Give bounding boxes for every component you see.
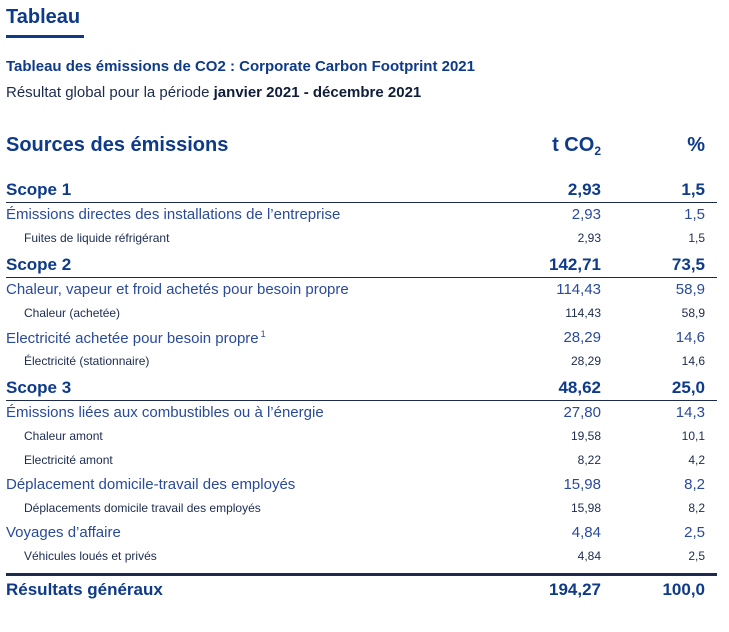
category-row: Electricité achetée pour besoin propre 1 … (6, 326, 717, 350)
subcategory-label: Véhicules loués et privés (24, 549, 157, 563)
category-percent: 1,5 (684, 206, 705, 223)
category-tco2: 4,84 (571, 524, 601, 541)
period-range: janvier 2021 - décembre 2021 (213, 84, 422, 101)
category-tco2: 28,29 (563, 329, 601, 346)
subcategory-row: Électricité (stationnaire) 28,29 14,6 (6, 350, 717, 374)
subcategory-label: Déplacements domicile travail des employ… (24, 501, 261, 515)
scope-tco2: 142,71 (549, 255, 601, 274)
category-percent: 14,6 (675, 329, 705, 346)
subcategory-label: Chaleur amont (24, 429, 103, 443)
section-title: Tableau (6, 6, 81, 28)
subcategory-label: Chaleur (achetée) (24, 306, 121, 320)
period-prefix: Résultat global pour la période (6, 84, 210, 101)
scope-tco2: 2,93 (567, 180, 601, 199)
subcategory-label: Electricité amont (24, 453, 113, 467)
subcategory-tco2: 8,22 (577, 453, 601, 467)
category-label: Electricité achetée pour besoin propre (6, 330, 259, 347)
total-percent: 100,0 (662, 580, 705, 599)
table-header-row: Sources des émissions t CO2 % (6, 130, 717, 176)
category-row: Chaleur, vapeur et froid achetés pour be… (6, 278, 717, 302)
scope-percent: 1,5 (681, 180, 705, 199)
header-percent: % (687, 134, 705, 156)
scope-percent: 73,5 (671, 255, 705, 274)
subcategory-row: Electricité amont 8,22 4,2 (6, 449, 717, 473)
subcategory-percent: 8,2 (688, 501, 705, 515)
total-row: Résultats généraux 194,27 100,0 (6, 573, 717, 606)
scope-row: Scope 2 142,71 73,5 (6, 251, 717, 278)
subcategory-tco2: 114,43 (565, 306, 601, 320)
total-label: Résultats généraux (6, 580, 163, 599)
category-row: Émissions liées aux combustibles ou à l’… (6, 401, 717, 425)
category-label: Déplacement domicile-travail des employé… (6, 476, 296, 493)
category-label: Chaleur, vapeur et froid achetés pour be… (6, 281, 349, 298)
subcategory-row: Véhicules loués et privés 4,84 2,5 (6, 545, 717, 569)
subcategory-percent: 10,1 (681, 429, 705, 443)
category-label: Voyages d’affaire (6, 524, 121, 541)
category-tco2: 15,98 (563, 476, 601, 493)
scope-tco2: 48,62 (558, 378, 601, 397)
subcategory-percent: 1,5 (688, 231, 705, 245)
category-label: Émissions directes des installations de … (6, 206, 341, 223)
subcategory-tco2: 15,98 (570, 501, 601, 515)
category-label: Émissions liées aux combustibles ou à l’… (6, 404, 324, 421)
subcategory-row: Fuites de liquide réfrigérant 2,93 1,5 (6, 227, 717, 251)
subcategory-tco2: 4,84 (577, 549, 601, 563)
subcategory-row: Chaleur amont 19,58 10,1 (6, 425, 717, 449)
subcategory-tco2: 28,29 (570, 354, 601, 368)
category-percent: 14,3 (675, 404, 705, 421)
total-tco2: 194,27 (549, 580, 601, 599)
subcategory-percent: 4,2 (688, 453, 705, 467)
category-tco2: 27,80 (563, 404, 601, 421)
category-percent: 2,5 (684, 524, 705, 541)
category-tco2: 114,43 (556, 281, 601, 298)
subcategory-label: Électricité (stationnaire) (24, 354, 150, 368)
header-sources: Sources des émissions (6, 134, 229, 156)
category-row: Déplacement domicile-travail des employé… (6, 473, 717, 497)
scope-label: Scope 2 (6, 255, 72, 274)
scope-row: Scope 3 48,62 25,0 (6, 374, 717, 401)
category-row: Voyages d’affaire 4,84 2,5 (6, 521, 717, 545)
emissions-table: Sources des émissions t CO2 % Scope 1 2,… (6, 130, 717, 606)
scope-row: Scope 1 2,93 1,5 (6, 176, 717, 203)
category-percent: 58,9 (675, 281, 705, 298)
header-tco2-subscript: 2 (594, 144, 601, 158)
subcategory-label: Fuites de liquide réfrigérant (24, 231, 170, 245)
subcategory-percent: 58,9 (681, 306, 705, 320)
subcategory-percent: 14,6 (681, 354, 705, 368)
subcategory-percent: 2,5 (688, 549, 705, 563)
scope-label: Scope 1 (6, 180, 72, 199)
subcategory-tco2: 19,58 (570, 429, 601, 443)
subcategory-row: Déplacements domicile travail des employ… (6, 497, 717, 521)
category-label-with-footnote: Electricité achetée pour besoin propre 1 (6, 329, 266, 347)
subcategory-row: Chaleur (achetée) 114,43 58,9 (6, 302, 717, 326)
footnote-marker: 1 (260, 329, 266, 339)
header-tco2-main: t CO (552, 134, 595, 156)
header-tco2: t CO2 (552, 134, 601, 158)
category-row: Émissions directes des installations de … (6, 203, 717, 227)
category-tco2: 2,93 (571, 206, 601, 223)
category-percent: 8,2 (684, 476, 705, 493)
table-heading: Tableau des émissions de CO2 : Corporate… (6, 58, 475, 75)
section-title-underline (6, 35, 84, 38)
period-subheading: Résultat global pour la période janvier … (6, 84, 421, 101)
scope-percent: 25,0 (671, 378, 705, 397)
subcategory-tco2: 2,93 (577, 231, 601, 245)
scope-label: Scope 3 (6, 378, 72, 397)
